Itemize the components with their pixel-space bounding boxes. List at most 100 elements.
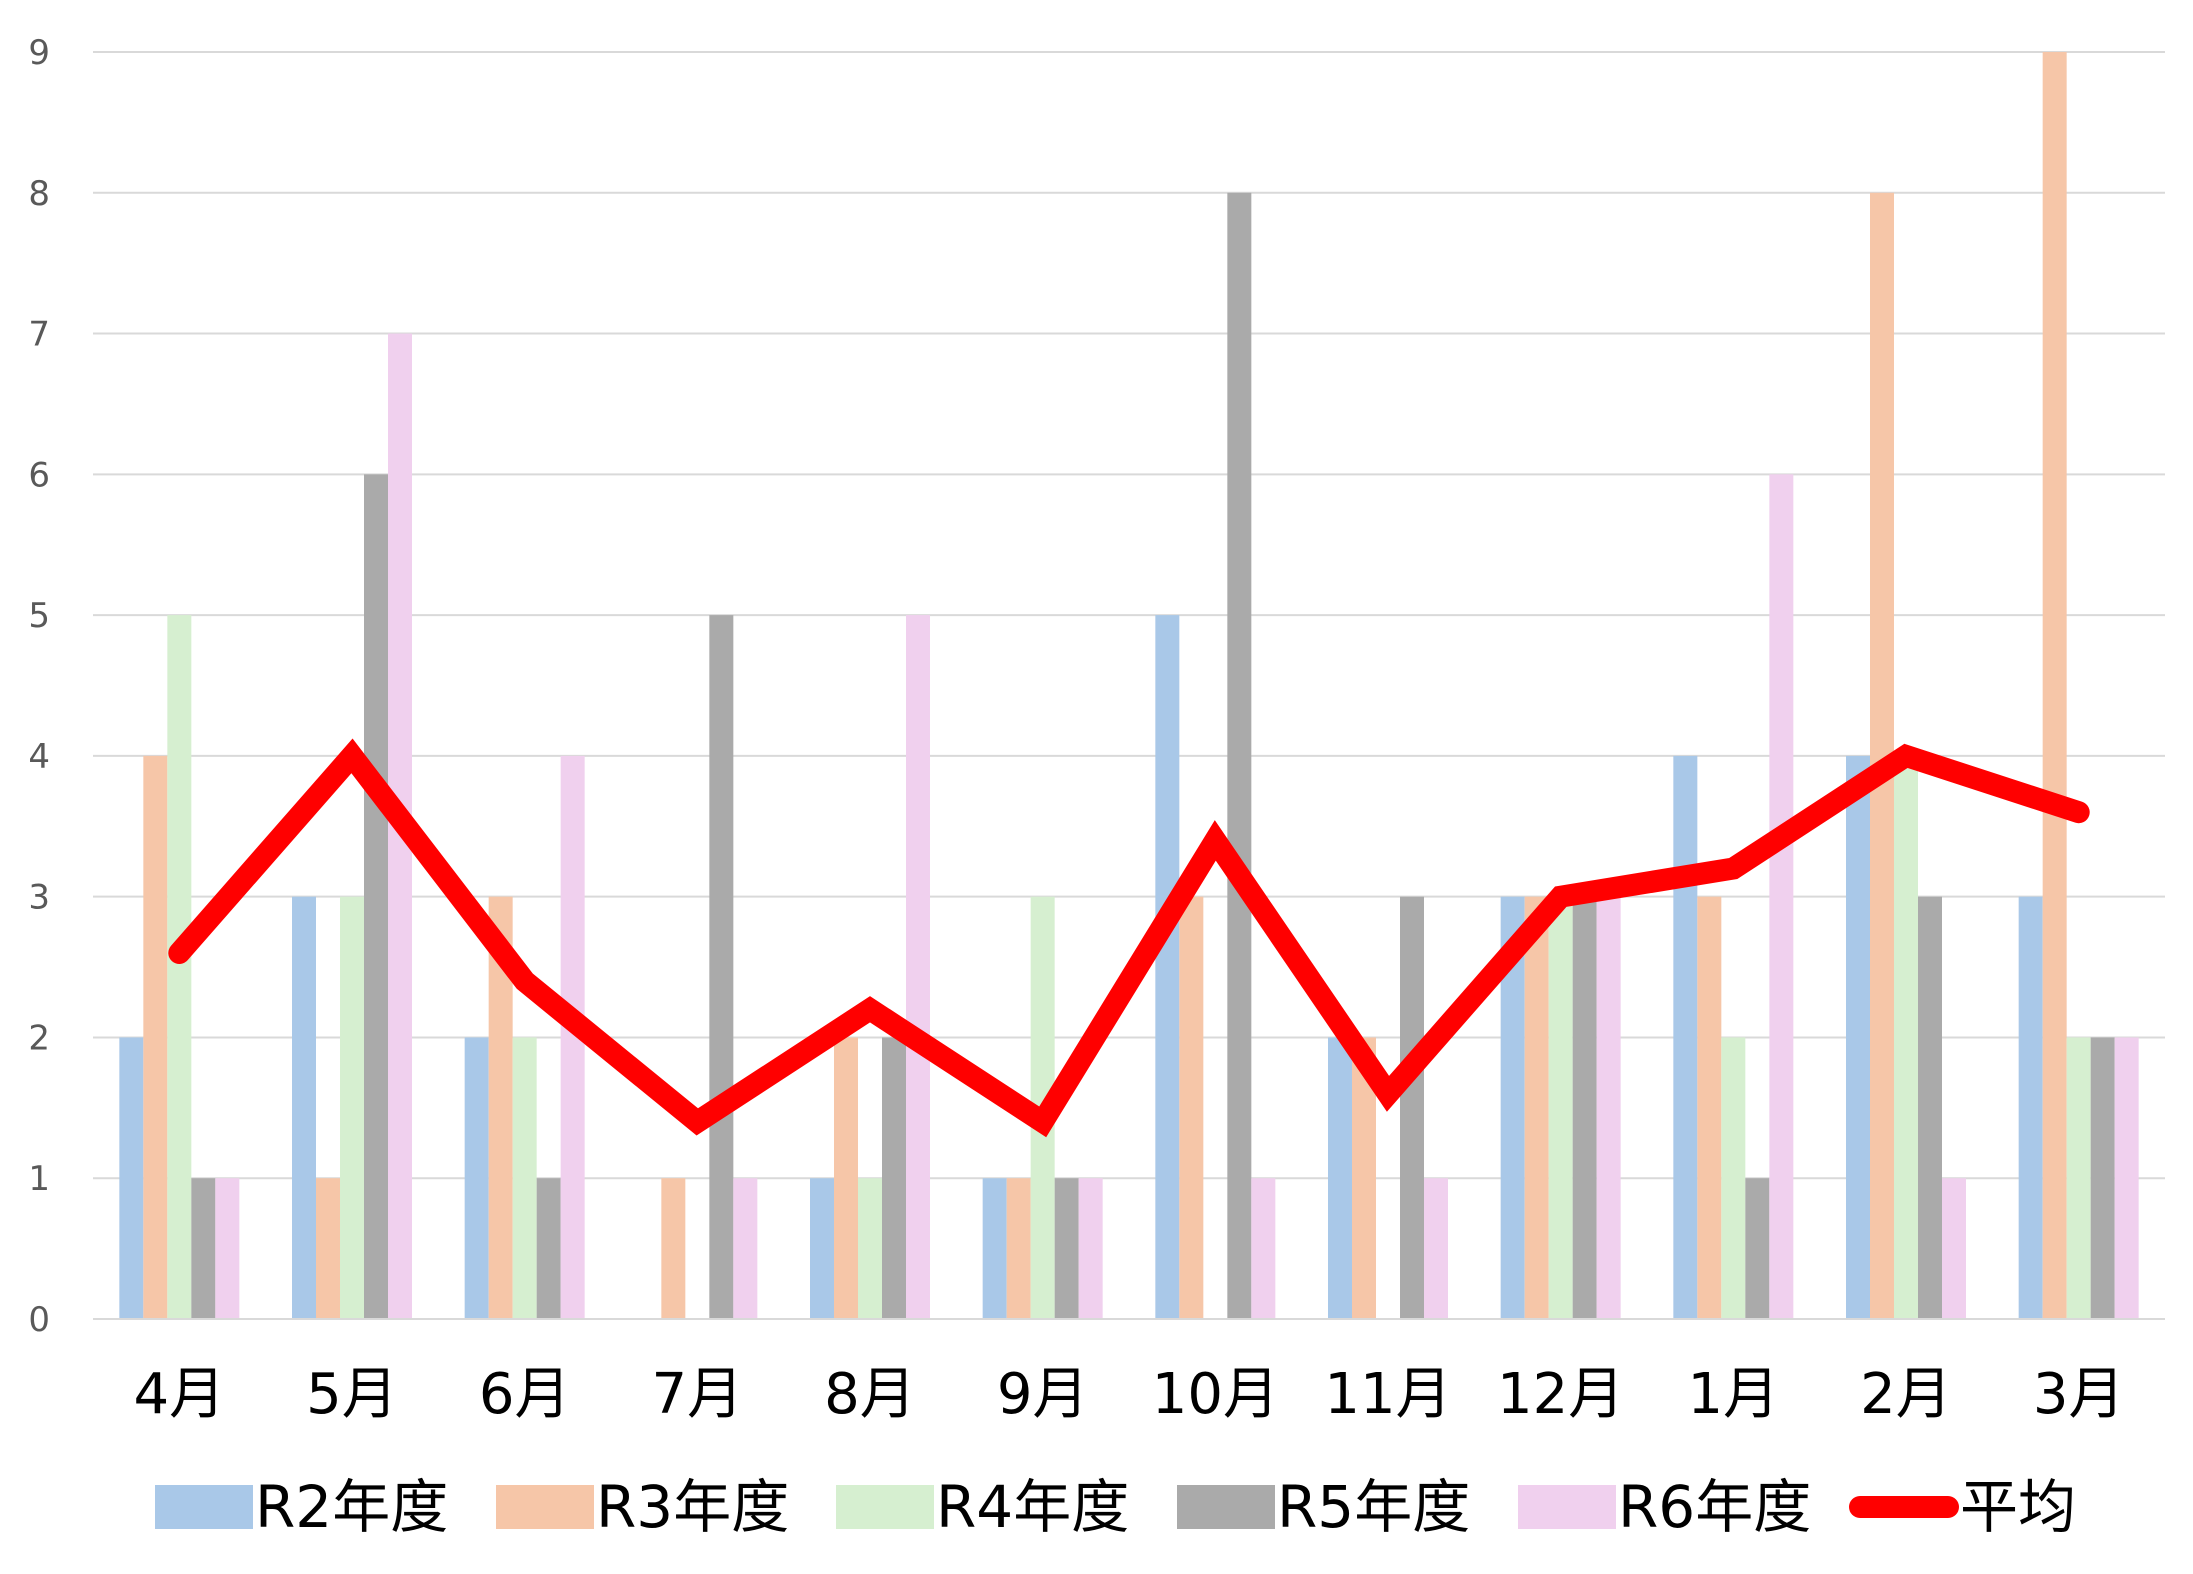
bar [882, 1037, 906, 1319]
bars [119, 52, 2139, 1319]
bar [1524, 896, 1549, 1319]
bar [1227, 192, 1252, 1319]
legend-label: R4年度 [936, 1473, 1129, 1541]
bar [1054, 1178, 1079, 1319]
bar [340, 896, 364, 1319]
x-axis-tick-labels: 4月 5月 6月 7月 8月 9月 10月 11月 12月 1月 2月 3月 [134, 1362, 2125, 1427]
line-point [2078, 811, 2080, 813]
line-point [869, 1008, 871, 1010]
bar [906, 615, 930, 1319]
legend-label: 平均 [1960, 1473, 2076, 1541]
x-tick-label: 1月 [1688, 1362, 1780, 1427]
bar [733, 1178, 758, 1319]
y-tick-label: 2 [28, 1018, 50, 1058]
bar [536, 1178, 561, 1319]
legend-label: R5年度 [1277, 1473, 1470, 1541]
legend-swatch [1177, 1485, 1275, 1529]
x-tick-label: 7月 [652, 1362, 744, 1427]
bar [1572, 896, 1597, 1319]
bar [1548, 896, 1573, 1319]
x-tick-label: 11月 [1324, 1362, 1451, 1427]
bar [1155, 615, 1180, 1319]
y-tick-label: 5 [28, 596, 50, 636]
x-tick-label: 9月 [997, 1362, 1089, 1427]
bar [709, 615, 734, 1319]
bar [167, 615, 192, 1319]
line-point [1387, 1093, 1389, 1095]
x-tick-label: 5月 [306, 1362, 398, 1427]
bar [464, 1037, 489, 1319]
legend-swatch [496, 1485, 594, 1529]
bar [292, 896, 316, 1319]
legend-swatch [155, 1485, 253, 1529]
bar [1006, 1178, 1031, 1319]
bar [316, 1178, 340, 1319]
bar [215, 1178, 240, 1319]
bar [834, 1037, 858, 1319]
x-tick-label: 8月 [824, 1362, 916, 1427]
line-point [351, 755, 353, 757]
legend: R2年度 R3年度 R4年度 R5年度 R6年度 平均 [155, 1473, 2076, 1541]
bar [488, 896, 513, 1319]
x-tick-label: 4月 [134, 1362, 226, 1427]
x-tick-label: 6月 [479, 1362, 571, 1427]
line-point [1214, 839, 1216, 841]
bar [1918, 896, 1942, 1319]
legend-label: R3年度 [596, 1473, 789, 1541]
bar [2066, 1037, 2091, 1319]
bar [2090, 1037, 2115, 1319]
bar [1846, 755, 1870, 1319]
line-point [178, 952, 180, 954]
bar [2114, 1037, 2139, 1319]
bar [364, 474, 388, 1319]
bar [1942, 1178, 1966, 1319]
x-tick-label: 3月 [2033, 1362, 2125, 1427]
bar [143, 755, 168, 1319]
bar [1179, 896, 1204, 1319]
x-tick-label: 10月 [1152, 1362, 1279, 1427]
line-point [1560, 896, 1562, 898]
bar [2042, 52, 2067, 1319]
bar [2018, 896, 2043, 1319]
line-point [1732, 868, 1734, 870]
bar [1894, 755, 1918, 1319]
y-tick-label: 0 [28, 1300, 50, 1340]
y-axis-tick-labels: 0 1 2 3 4 5 6 7 8 9 [28, 33, 50, 1340]
bar [982, 1178, 1007, 1319]
x-tick-label: 2月 [1860, 1362, 1952, 1427]
bar [1400, 896, 1424, 1319]
legend-swatch [1518, 1485, 1616, 1529]
x-tick-label: 12月 [1497, 1362, 1624, 1427]
y-tick-label: 4 [28, 737, 50, 777]
legend-label: R2年度 [255, 1473, 448, 1541]
y-tick-label: 8 [28, 174, 50, 214]
line-point [1905, 755, 1907, 757]
bar [119, 1037, 144, 1319]
bar [1251, 1178, 1276, 1319]
bar [1424, 1178, 1448, 1319]
bar [1745, 1178, 1770, 1319]
y-tick-label: 9 [28, 33, 50, 73]
line-point [696, 1121, 698, 1123]
legend-label: R6年度 [1618, 1473, 1811, 1541]
bar [858, 1178, 882, 1319]
gridlines [93, 51, 2165, 1180]
y-tick-label: 1 [28, 1159, 50, 1199]
bar [1697, 896, 1722, 1319]
bar [1328, 1037, 1352, 1319]
y-tick-label: 6 [28, 455, 50, 495]
bar [1721, 1037, 1746, 1319]
average-line [168, 738, 2090, 1138]
bar [1673, 755, 1698, 1319]
line-point [524, 980, 526, 982]
bar [1078, 1178, 1103, 1319]
bar [1769, 474, 1794, 1319]
bar [512, 1037, 537, 1319]
bar [661, 1178, 686, 1319]
bar [810, 1178, 834, 1319]
y-tick-label: 7 [28, 315, 50, 355]
y-tick-label: 3 [28, 878, 50, 918]
line-point [1042, 1121, 1044, 1123]
